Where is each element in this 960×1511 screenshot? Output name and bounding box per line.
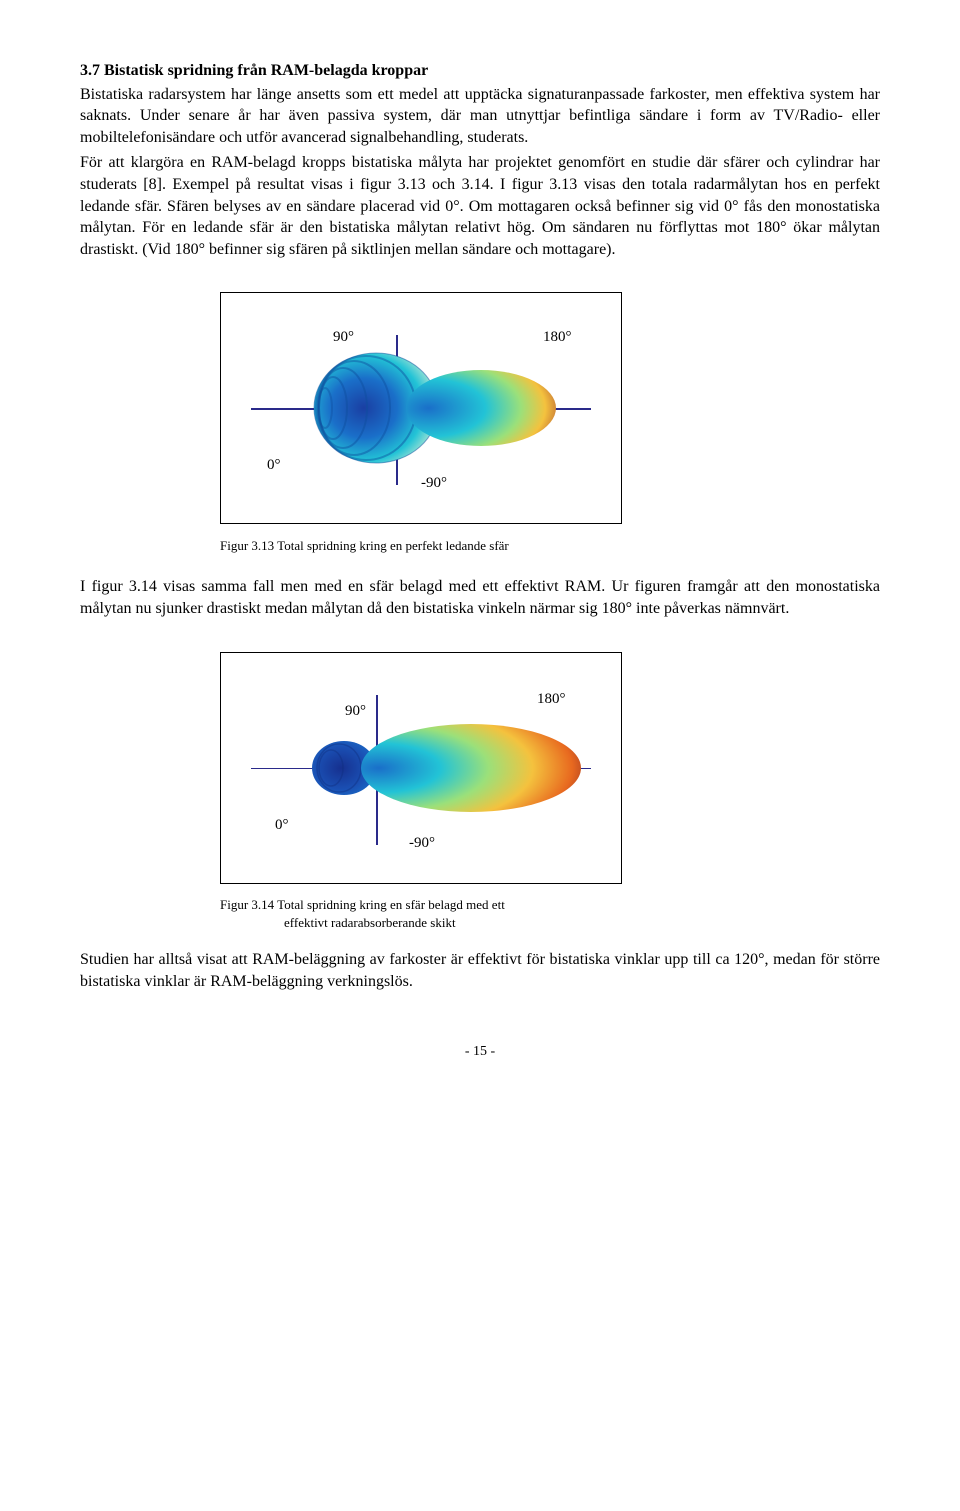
angle-label-neg90: -90°: [409, 833, 435, 853]
para-text: Bistatiska radarsystem har länge ansetts…: [80, 86, 880, 146]
body-paragraph: Bistatiska radarsystem har länge ansetts…: [80, 84, 880, 149]
figure-canvas: 90° 180° 0° -90°: [221, 293, 621, 523]
figure-canvas: 90° 180° 0° -90°: [221, 653, 621, 883]
figure-3-13: 90° 180° 0° -90° Figur 3.13 Total spridn…: [220, 292, 880, 554]
angle-label-0: 0°: [267, 455, 281, 475]
figure-caption: Figur 3.13 Total spridning kring en perf…: [220, 537, 880, 555]
figure-frame: 90° 180° 0° -90°: [220, 652, 622, 884]
figure-caption: Figur 3.14 Total spridning kring en sfär…: [220, 896, 880, 931]
section-heading: 3.7 Bistatisk spridning från RAM-belagda…: [80, 60, 880, 82]
angle-label-90: 90°: [345, 701, 366, 721]
body-paragraph: För att klargöra en RAM-belagd kropps bi…: [80, 152, 880, 260]
angle-label-180: 180°: [543, 327, 572, 347]
caption-line2: effektivt radarabsorberande skikt: [284, 915, 456, 930]
angle-label-180: 180°: [537, 689, 566, 709]
caption-line1: Figur 3.14 Total spridning kring en sfär…: [220, 897, 505, 912]
para-text: Studien har alltså visat att RAM-beläggn…: [80, 951, 880, 990]
page-number: - 15 -: [80, 1043, 880, 1062]
para-text: För att klargöra en RAM-belagd kropps bi…: [80, 154, 880, 257]
figure-frame: 90° 180° 0° -90°: [220, 292, 622, 524]
body-paragraph: Studien har alltså visat att RAM-beläggn…: [80, 949, 880, 992]
angle-label-neg90: -90°: [421, 473, 447, 493]
figure-3-14: 90° 180° 0° -90° Figur 3.14 Total spridn…: [220, 652, 880, 932]
angle-label-0: 0°: [275, 815, 289, 835]
body-paragraph: I figur 3.14 visas samma fall men med en…: [80, 576, 880, 619]
angle-label-90: 90°: [333, 327, 354, 347]
para-text: I figur 3.14 visas samma fall men med en…: [80, 578, 880, 617]
